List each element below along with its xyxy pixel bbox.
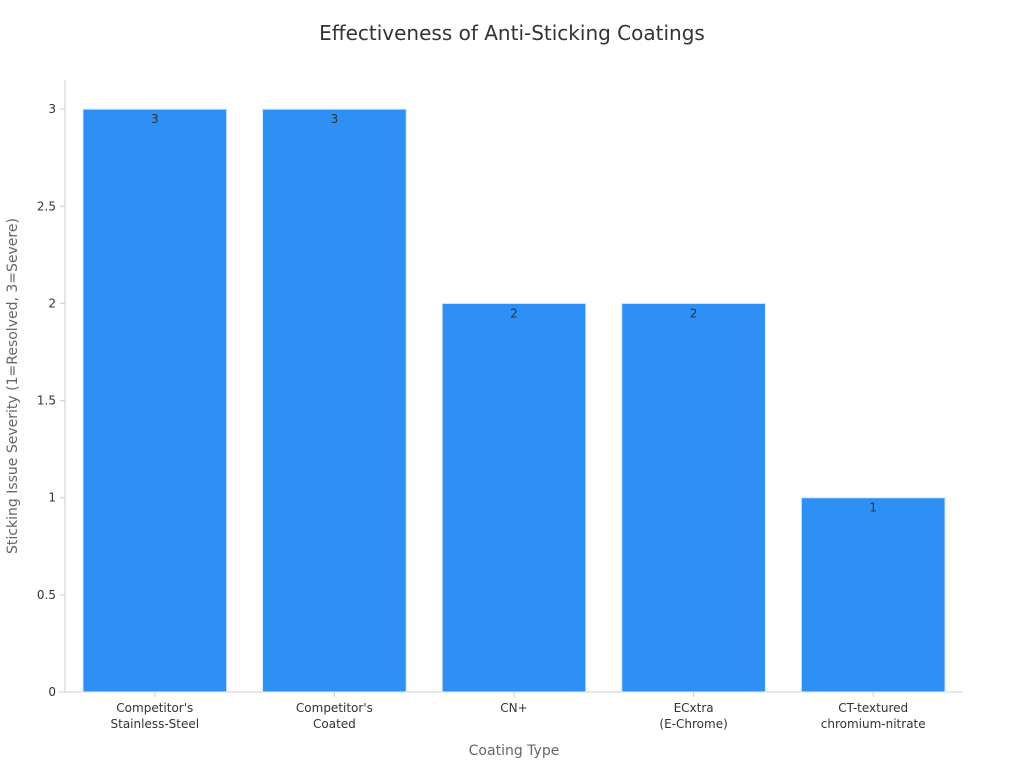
bar-value-label: 1 — [869, 501, 877, 515]
bar — [621, 302, 766, 693]
y-axis-label: Sticking Issue Severity (1=Resolved, 3=S… — [5, 218, 21, 554]
y-axis-ticks: 0 0.5 1 1.5 2 2.5 3 — [37, 102, 65, 699]
x-tick-label-line: Stainless-Steel — [111, 717, 200, 731]
x-tick-label-line: Coated — [313, 717, 356, 731]
chart-title: Effectiveness of Anti-Sticking Coatings — [319, 21, 705, 45]
x-tick-label-line: Competitor's — [296, 701, 373, 715]
x-tick-label: CT-textured chromium-nitrate — [821, 701, 926, 731]
x-tick-label: ECxtra (E-Chrome) — [659, 701, 727, 731]
bars — [82, 108, 946, 693]
bar-value-label: 2 — [690, 306, 698, 320]
x-tick-label-line: CN+ — [500, 701, 527, 715]
x-tick-label: CN+ — [500, 701, 527, 715]
y-tick-label: 3 — [48, 102, 56, 116]
y-tick-label: 1 — [48, 491, 56, 505]
bar-value-label: 2 — [510, 306, 518, 320]
y-tick-label: 1.5 — [37, 394, 56, 408]
bar — [800, 497, 946, 693]
bar — [441, 302, 587, 693]
bar — [82, 108, 228, 693]
x-tick-label-line: chromium-nitrate — [821, 717, 926, 731]
y-tick-label: 0.5 — [37, 588, 56, 602]
y-tick-label: 0 — [48, 685, 56, 699]
y-tick-label: 2 — [48, 296, 56, 310]
x-tick-label-line: ECxtra — [674, 701, 714, 715]
x-tick-label-line: Competitor's — [116, 701, 193, 715]
y-tick-label: 2.5 — [37, 199, 56, 213]
x-tick-label-line: (E-Chrome) — [659, 717, 727, 731]
bar — [262, 108, 407, 693]
x-axis-label: Coating Type — [469, 743, 560, 759]
bar-value-label: 3 — [331, 112, 339, 126]
x-tick-label: Competitor's Stainless-Steel — [111, 701, 200, 731]
bar-value-label: 3 — [151, 112, 159, 126]
plot-area: 0 0.5 1 1.5 2 2.5 3 3 3 2 2 1 Competitor's Stainles… — [37, 80, 963, 731]
x-tick-label-line: CT-textured — [838, 701, 908, 715]
x-tick-label: Competitor's Coated — [296, 701, 373, 731]
data-labels: 3 3 2 2 1 — [151, 112, 877, 515]
